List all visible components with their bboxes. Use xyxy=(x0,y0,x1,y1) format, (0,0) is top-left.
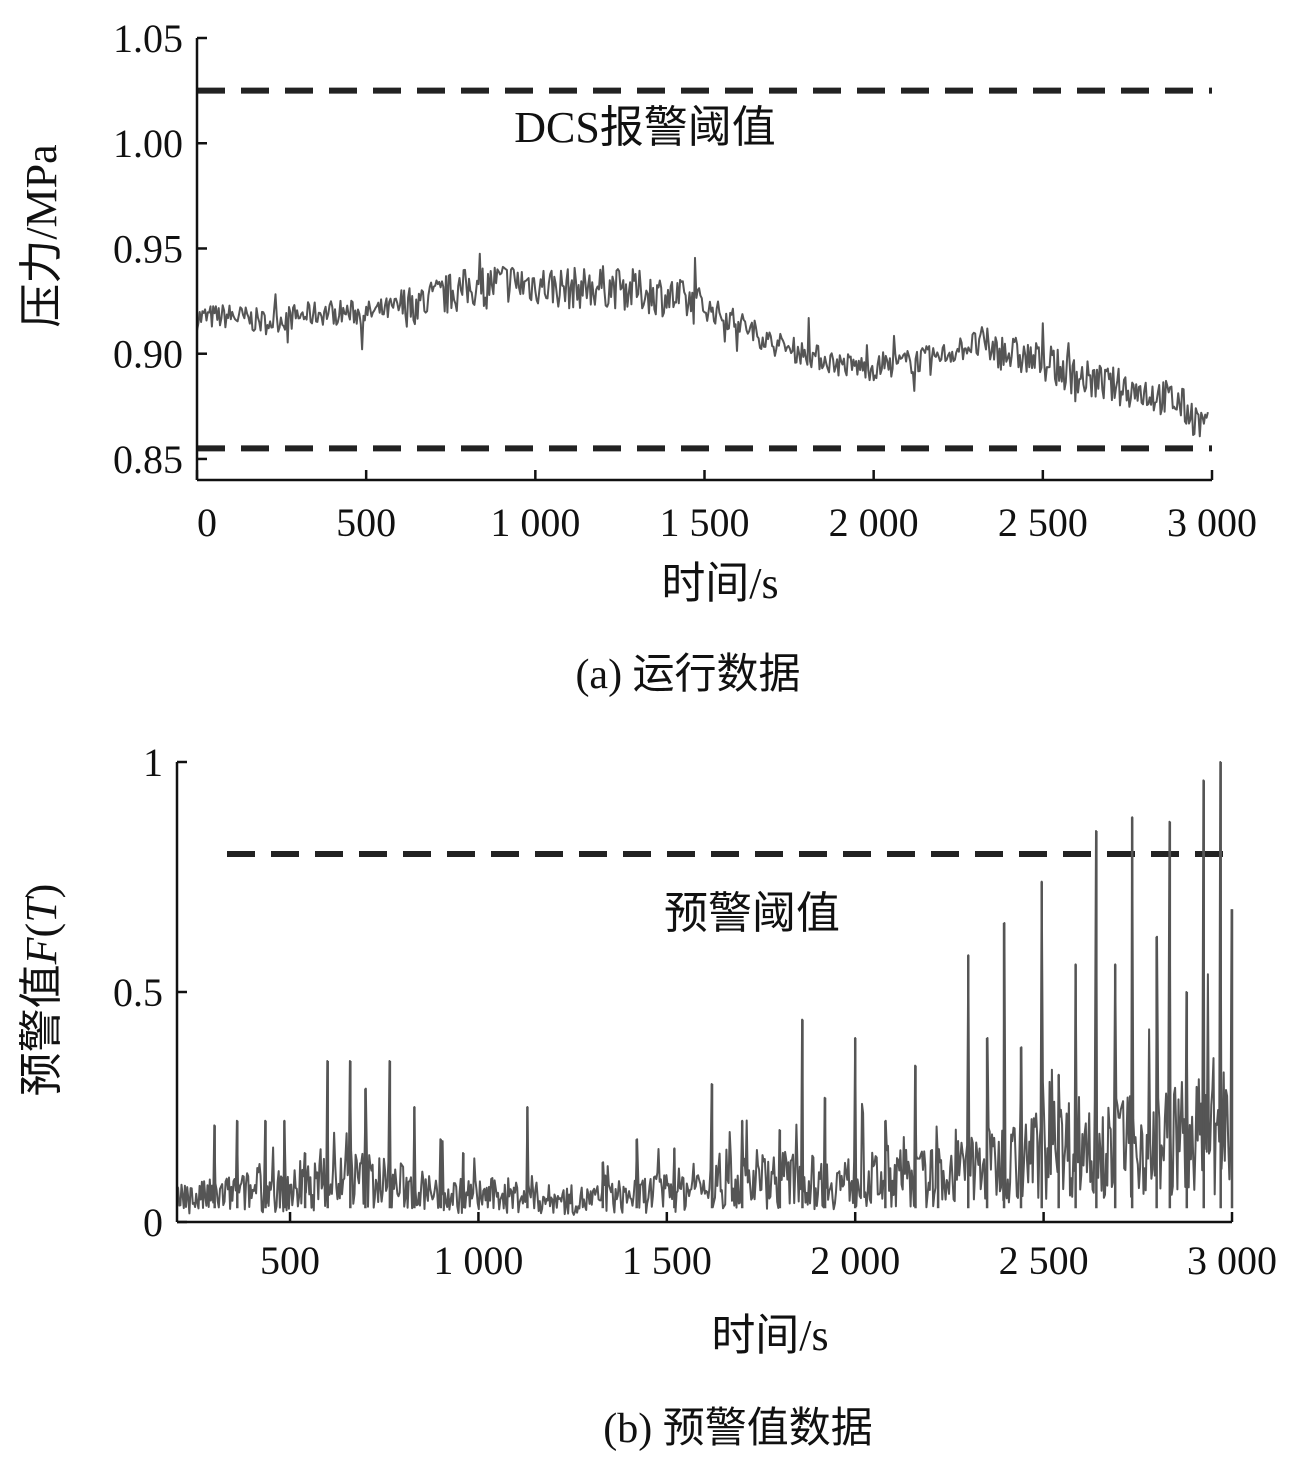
panel-b-warning-series xyxy=(176,761,1233,1216)
panel-b-x-tick-label: 2 000 xyxy=(810,1238,900,1283)
panel-a-x-tick-label: 3 000 xyxy=(1167,500,1257,545)
panel-b-plot-area xyxy=(176,761,1234,1216)
panel-b-y-axis-title-main: 预警值 xyxy=(17,964,66,1096)
panel-b-x-tick-label: 1 500 xyxy=(622,1238,712,1283)
panel-a-y-tick-label: 1.00 xyxy=(113,121,183,166)
panel-a-x-axis-title: 时间/s xyxy=(661,559,778,608)
panel-a-x-tick-label: 1 000 xyxy=(490,500,580,545)
panel-a-y-tick-label: 1.05 xyxy=(113,16,183,61)
panel-b-caption: (b) 预警值数据 xyxy=(603,1406,872,1452)
panel-a-pressure-series xyxy=(196,252,1209,438)
panel-b-y-tick-label: 0 xyxy=(143,1200,163,1245)
panel-b-y-axis-title-paren-close: ) xyxy=(17,884,66,899)
panel-a-y-tick-label: 0.90 xyxy=(113,332,183,377)
panel-a-plot-area xyxy=(196,87,1212,452)
panel-a-caption: (a) 运行数据 xyxy=(575,652,800,698)
panel-a-y-tick-label: 0.85 xyxy=(113,437,183,482)
panel-b-x-tick-label: 3 000 xyxy=(1187,1238,1277,1283)
panel-b-x-tick-label: 2 500 xyxy=(999,1238,1089,1283)
panel-a-threshold-label: DCS报警阈值 xyxy=(514,103,776,152)
panel-a-x-tick-label: 500 xyxy=(336,500,396,545)
panel-a-axes: 0.85 0.90 0.95 1.00 1.05 0 500 1 000 1 500 2 000 2… xyxy=(113,16,1257,545)
panel-b-y-axis-title-paren-open: ( xyxy=(17,923,66,938)
panel-b-y-tick-label: 0.5 xyxy=(113,970,163,1015)
panel-a-x-tick-label: 2 000 xyxy=(829,500,919,545)
panel-a-operating-data: 0.85 0.90 0.95 1.00 1.05 0 500 1 000 1 500 2 000 2… xyxy=(17,16,1257,698)
panel-b-y-axis-title-f: F xyxy=(17,936,66,965)
panel-a-y-axis-title: 压力/MPa xyxy=(17,144,66,327)
panel-b-warning-value-data: 0 0.5 1 500 1 000 1 500 2 000 2 500 3 000 预警阈值 时… xyxy=(17,740,1277,1452)
panel-b-threshold-label: 预警阈值 xyxy=(664,889,840,938)
panel-a-y-tick-label: 0.95 xyxy=(113,226,183,271)
panel-b-y-axis-title-t: T xyxy=(17,895,66,923)
panel-b-x-tick-label: 500 xyxy=(260,1238,320,1283)
panel-b-x-axis-title: 时间/s xyxy=(711,1311,828,1360)
panel-a-x-tick-label: 1 500 xyxy=(660,500,750,545)
panel-b-y-axis-title: 预警值F(T) xyxy=(17,884,66,1097)
panel-a-x-tick-label: 0 xyxy=(197,500,217,545)
panel-a-x-tick-label: 2 500 xyxy=(998,500,1088,545)
panel-b-y-tick-label: 1 xyxy=(143,740,163,785)
panel-b-axes: 0 0.5 1 500 1 000 1 500 2 000 2 500 3 000 xyxy=(113,740,1277,1283)
panel-b-x-tick-label: 1 000 xyxy=(433,1238,523,1283)
